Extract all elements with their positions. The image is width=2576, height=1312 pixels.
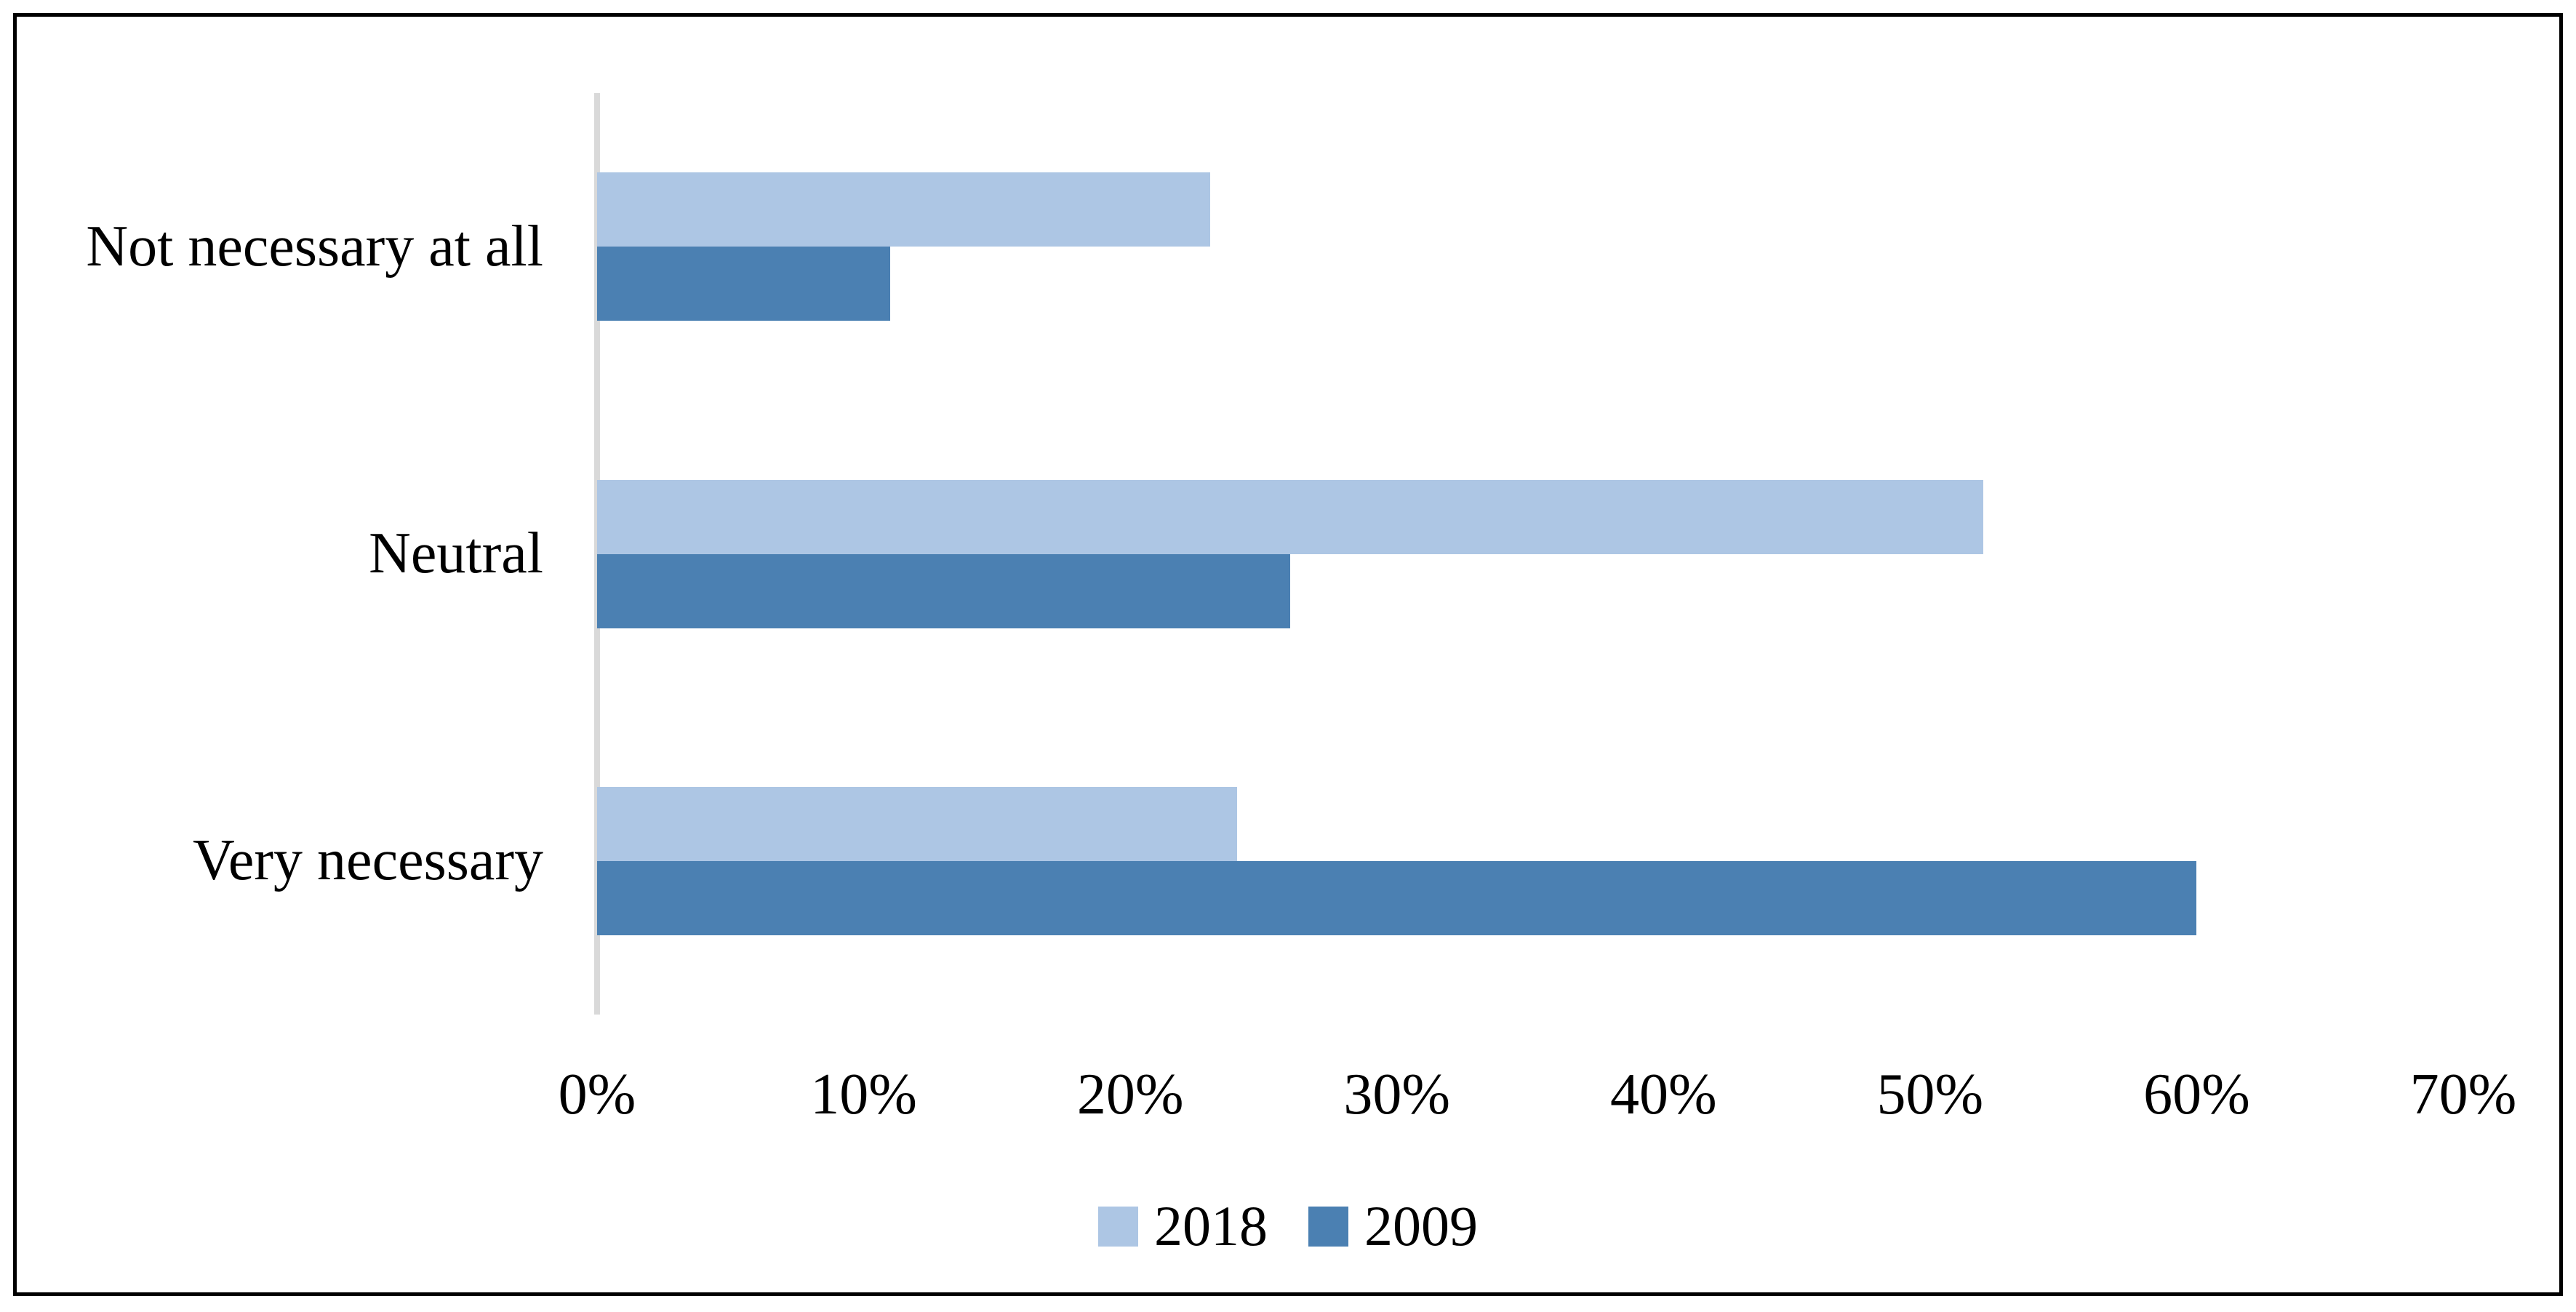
bar-2018-neutral (597, 479, 1984, 554)
bar-2009-not-necessary-at-all (597, 247, 891, 321)
legend-item-2018: 2018 (1098, 1193, 1268, 1259)
x-tick-label-0: 0% (558, 1063, 636, 1127)
legend-swatch-2018 (1098, 1206, 1138, 1247)
x-tick-label-20: 20% (1076, 1063, 1184, 1127)
legend-label-2018: 2018 (1154, 1194, 1268, 1257)
legend-item-2009: 2009 (1308, 1193, 1478, 1259)
x-tick-label-30: 30% (1343, 1063, 1451, 1127)
x-tick-label-60: 60% (2143, 1063, 2250, 1127)
category-label-very-necessary: Very necessary (193, 828, 543, 893)
legend-swatch-2009 (1308, 1206, 1348, 1247)
figure-frame: Not necessary at all Neutral Very necessar… (13, 13, 2563, 1296)
x-tick-label-70: 70% (2409, 1063, 2517, 1127)
bar-2009-neutral (597, 553, 1291, 628)
legend: 2018 2009 (1098, 1193, 1478, 1259)
x-tick-label-50: 50% (1876, 1063, 1984, 1127)
x-tick-label-10: 10% (810, 1063, 917, 1127)
x-tick-label-40: 40% (1609, 1063, 1717, 1127)
bar-2018-not-necessary-at-all (597, 172, 1211, 247)
bar-2018-very-necessary (597, 786, 1237, 861)
bar-2009-very-necessary (597, 860, 2197, 935)
legend-label-2009: 2009 (1364, 1194, 1478, 1257)
plot-area: Not necessary at all Neutral Very necessar… (17, 17, 2559, 1292)
category-label-not-necessary-at-all: Not necessary at all (86, 214, 543, 279)
category-label-neutral: Neutral (369, 521, 543, 585)
